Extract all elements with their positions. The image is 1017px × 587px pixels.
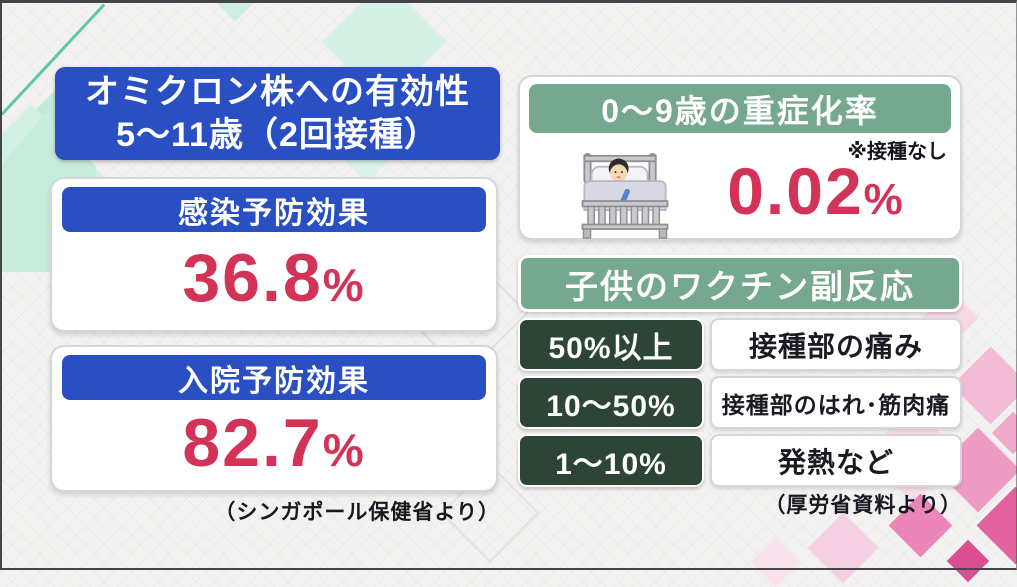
severity-rate-card: 0〜9歳の重症化率 ※接種なし 0.02% xyxy=(518,75,962,240)
omicron-effectiveness-header: オミクロン株への有効性 5〜11歳（2回接種） xyxy=(55,67,500,160)
stat-value: 36.8 xyxy=(182,240,323,316)
infection-prevention-card: 感染予防効果 36.8% xyxy=(50,177,498,332)
side-effect-label-2: 接種部のはれ･筋肉痛 xyxy=(710,376,962,429)
stat-value: 0.02 xyxy=(727,154,864,228)
side-effect-label-1: 接種部の痛み xyxy=(710,318,962,371)
source-singapore: （シンガポール保健省より） xyxy=(214,501,500,524)
sick-person-in-bed-icon xyxy=(581,153,669,239)
header-line1: オミクロン株への有効性 xyxy=(85,72,470,111)
source-mhlw: （厚労省資料より） xyxy=(764,494,962,517)
severity-rate-value: 0.02% xyxy=(683,151,949,240)
side-effects-title: 子供のワクチン副反応 xyxy=(518,255,962,312)
side-effect-frequency-3: 1〜10% xyxy=(518,434,704,487)
hospitalization-prevention-value: 82.7% xyxy=(52,400,496,493)
hospitalization-prevention-card: 入院予防効果 82.7% xyxy=(50,345,498,492)
side-effect-label-3: 発熱など xyxy=(710,434,962,487)
infection-prevention-value: 36.8% xyxy=(52,232,496,331)
side-effect-frequency-1: 50%以上 xyxy=(518,318,704,371)
percent-sign: % xyxy=(322,259,366,311)
side-effect-frequency-2: 10〜50% xyxy=(518,376,704,429)
bg-pink-diamond xyxy=(946,539,990,583)
no-vaccination-note: ※接種なし xyxy=(847,141,947,163)
bg-mint-diamond xyxy=(216,0,254,22)
percent-sign: % xyxy=(322,424,366,476)
stat-value: 82.7 xyxy=(182,405,323,481)
severity-rate-title: 0〜9歳の重症化率 xyxy=(529,84,951,133)
bg-pink-diamond xyxy=(750,537,801,587)
bg-pink-diamond xyxy=(807,512,879,584)
percent-sign: % xyxy=(863,175,905,224)
infection-prevention-label: 感染予防効果 xyxy=(62,187,486,232)
hospitalization-prevention-label: 入院予防効果 xyxy=(62,355,486,400)
header-line2: 5〜11歳（2回接種） xyxy=(116,115,439,154)
